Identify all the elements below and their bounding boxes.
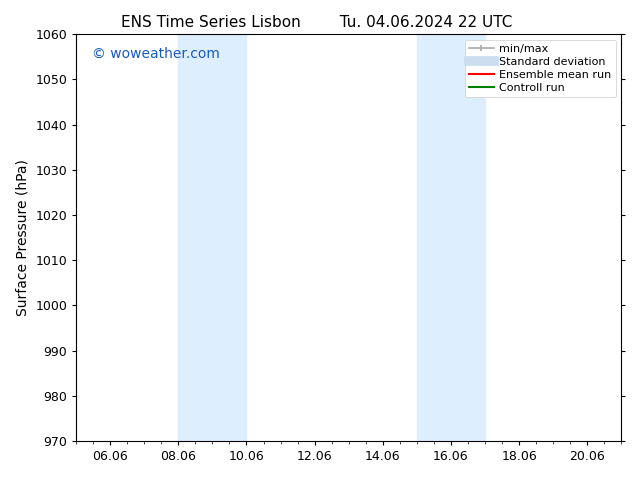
Text: ENS Time Series Lisbon        Tu. 04.06.2024 22 UTC: ENS Time Series Lisbon Tu. 04.06.2024 22… <box>121 15 513 30</box>
Legend: min/max, Standard deviation, Ensemble mean run, Controll run: min/max, Standard deviation, Ensemble me… <box>465 40 616 97</box>
Bar <box>417 34 485 441</box>
Y-axis label: Surface Pressure (hPa): Surface Pressure (hPa) <box>16 159 30 316</box>
Text: © woweather.com: © woweather.com <box>93 47 220 60</box>
Bar <box>178 34 247 441</box>
